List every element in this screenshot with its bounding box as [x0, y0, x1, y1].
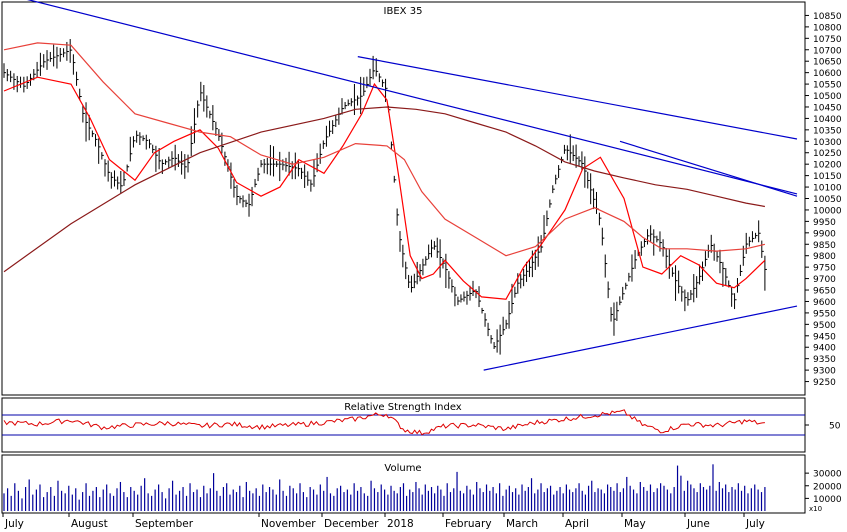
moving-average-fast [3, 76, 766, 300]
price-y-tick-label: 10750 [813, 35, 842, 45]
price-y-tick-label: 10300 [813, 138, 842, 148]
volume-y-tick-label: 20000 [813, 482, 842, 492]
price-y-tick-label: 10700 [813, 46, 842, 56]
price-y-tick-label: 10250 [813, 149, 842, 159]
volume-y-axis: 30000 20000 10000 [805, 470, 842, 505]
price-y-tick-label: 9450 [813, 332, 836, 342]
moving-average-mid [3, 42, 766, 257]
x-tick-label: August [71, 518, 108, 530]
price-y-tick-label: 9650 [813, 287, 836, 297]
price-y-tick-label: 10450 [813, 103, 842, 113]
volume-y-tick-label: 30000 [813, 470, 842, 480]
price-y-tick-label: 10350 [813, 126, 842, 136]
x-tick-label: July [4, 518, 24, 530]
price-panel: IBEX 35 10850108001075010700106501060010… [1, 0, 842, 396]
price-y-tick-label: 10650 [813, 58, 842, 68]
price-y-tick-label: 9700 [813, 275, 836, 285]
price-y-tick-label: 9900 [813, 229, 836, 239]
x-tick-label: April [565, 518, 589, 530]
x-tick-label: May [624, 518, 646, 530]
price-y-tick-label: 10600 [813, 69, 842, 79]
price-y-tick-label: 9350 [813, 355, 836, 365]
price-y-tick-label: 9950 [813, 218, 836, 228]
price-bars [3, 39, 767, 355]
trendline [619, 140, 798, 197]
rsi-y-axis: 50 [805, 422, 841, 432]
price-y-tick-label: 9600 [813, 298, 836, 308]
trendline [483, 305, 798, 371]
price-y-tick-label: 10000 [813, 206, 842, 216]
rsi-panel: Relative Strength Index 50 [1, 397, 841, 453]
volume-panel: Volume 30000 20000 10000 x10 [1, 454, 842, 514]
price-y-tick-label: 10550 [813, 81, 842, 91]
volume-title: Volume [384, 463, 421, 474]
price-y-tick-label: 9250 [813, 378, 836, 388]
volume-bars [3, 464, 766, 511]
trendline [357, 56, 798, 140]
price-y-tick-label: 10500 [813, 92, 842, 102]
price-y-tick-label: 10850 [813, 12, 842, 22]
price-y-tick-label: 10800 [813, 23, 842, 33]
price-y-tick-label: 10050 [813, 195, 842, 205]
price-y-tick-label: 9400 [813, 344, 836, 354]
price-y-tick-label: 9550 [813, 309, 836, 319]
price-y-tick-label: 10200 [813, 161, 842, 171]
price-y-tick-label: 9300 [813, 367, 836, 377]
price-y-tick-label: 9750 [813, 264, 836, 274]
price-y-tick-label: 10100 [813, 184, 842, 194]
x-tick-label: September [135, 518, 194, 530]
x-tick-label: July [745, 518, 765, 530]
volume-y-tick-label: 10000 [813, 495, 842, 505]
volume-axis-multiplier: x10 [809, 505, 822, 513]
x-tick-label: March [506, 518, 538, 530]
trendline [27, 0, 798, 195]
rsi-content [2, 409, 805, 436]
trendlines [27, 0, 798, 371]
rsi-title: Relative Strength Index [344, 402, 462, 413]
price-y-tick-label: 9800 [813, 252, 836, 262]
rsi-line [3, 409, 765, 436]
price-y-tick-label: 9850 [813, 241, 836, 251]
moving-average-slow [3, 106, 766, 273]
price-chart-title: IBEX 35 [384, 6, 423, 17]
price-y-tick-label: 9500 [813, 321, 836, 331]
moving-averages [3, 42, 766, 300]
price-y-tick-label: 10150 [813, 172, 842, 182]
price-y-tick-label: 10400 [813, 115, 842, 125]
x-axis: July August September November December 2018 F… [2, 512, 805, 530]
x-tick-label: June [686, 518, 710, 530]
x-tick-label: 2018 [387, 518, 414, 530]
rsi-y-tick-label: 50 [829, 422, 841, 432]
x-tick-label: February [445, 518, 492, 530]
x-tick-label: December [324, 518, 379, 530]
x-tick-label: November [261, 518, 316, 530]
